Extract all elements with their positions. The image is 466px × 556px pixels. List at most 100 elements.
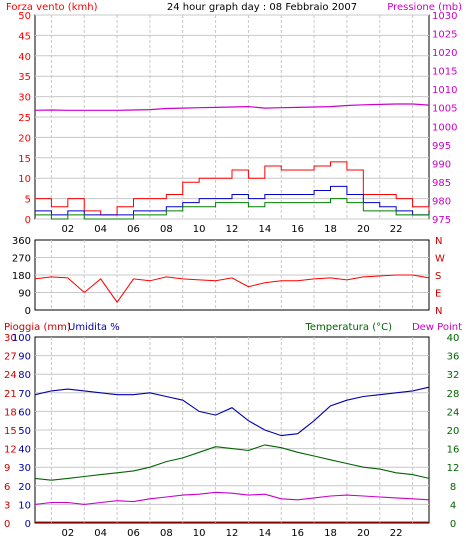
temperature-tick-label: 24: [447, 407, 460, 418]
wind-tick-label: 45: [18, 31, 31, 42]
x-tick-label: 16: [291, 528, 304, 539]
wind-tick-label: 5: [25, 195, 31, 206]
direction-left-axis: 0 90 180 270 360: [12, 236, 31, 317]
rain-tick-label: 24: [4, 370, 17, 381]
panel-wind-series: [34, 103, 430, 220]
x-tick-label: 06: [127, 528, 140, 539]
humidity-tick-label: 100: [12, 333, 31, 344]
x-tick-label: 18: [324, 528, 337, 539]
humidity-tick-label: 90: [18, 352, 31, 363]
temperature-tick-label: 40: [447, 333, 460, 344]
humidity-axis: 0 10 20 30 40 50 60 70 80 90 100: [12, 333, 31, 530]
humidity-tick-label: 10: [18, 500, 31, 511]
humidity-tick-label: 0: [25, 519, 31, 530]
x-tick-label: 18: [324, 224, 337, 235]
rain-tick-label: 30: [4, 333, 17, 344]
humidity-tick-label: 30: [18, 463, 31, 474]
pressure-tick-label: 1025: [432, 30, 457, 41]
wind-tick-label: 50: [18, 11, 31, 22]
series-wind: [35, 161, 430, 216]
x-tick-label: 14: [258, 224, 271, 235]
rain-tick-label: 18: [4, 407, 17, 418]
x-tick-label: 12: [226, 224, 239, 235]
x-tick-label: 04: [94, 528, 107, 539]
pressure-axis-label: Pressione (mb): [387, 2, 462, 13]
series-pressure: [34, 103, 430, 111]
pressure-tick-label: 1000: [432, 122, 457, 133]
temperature-tick-label: 4: [450, 500, 456, 511]
humidity-tick-label: 60: [18, 407, 31, 418]
rain-tick-label: 15: [4, 426, 17, 437]
rain-axis: 0 3 6 9 12 15 18 21 24 27 30: [4, 333, 17, 530]
x-tick-label: 08: [160, 528, 173, 539]
x-tick-label: 08: [160, 224, 173, 235]
wind-tick-label: 15: [18, 154, 31, 165]
humidity-tick-label: 50: [18, 426, 31, 437]
x-tick-label: 20: [357, 224, 370, 235]
rain-tick-label: 6: [4, 482, 10, 493]
x-tick-label: 10: [193, 224, 206, 235]
humidity-tick-label: 40: [18, 445, 31, 456]
temperature-tick-label: 36: [447, 352, 460, 363]
chart-title: 24 hour graph day : 08 Febbraio 2007: [167, 2, 357, 13]
rain-tick-label: 9: [4, 463, 10, 474]
pressure-tick-label: 1030: [432, 11, 457, 22]
compass-tick-label: S: [435, 271, 441, 282]
rain-tick-label: 3: [4, 500, 10, 511]
pressure-tick-label: 1015: [432, 67, 457, 78]
wind-tick-label: 10: [18, 174, 31, 185]
rain-tick-label: 0: [4, 519, 10, 530]
compass-tick-label: N: [435, 236, 442, 247]
x-tick-label: 10: [193, 528, 206, 539]
wind-tick-label: 0: [25, 215, 31, 226]
wind-x-axis: 02 04 06 08 10 12 14 16 18 20 22: [61, 224, 402, 235]
series-gust: [35, 185, 429, 216]
x-tick-label: 22: [390, 224, 403, 235]
pressure-tick-label: 975: [432, 215, 451, 226]
pressure-tick-label: 980: [432, 196, 451, 207]
x-tick-label: 04: [94, 224, 107, 235]
temperature-tick-label: 16: [447, 445, 460, 456]
temperature-tick-label: 20: [447, 426, 460, 437]
temperature-tick-label: 8: [450, 482, 456, 493]
x-tick-label: 02: [61, 528, 74, 539]
pressure-tick-label: 1005: [432, 104, 457, 115]
direction-tick-label: 0: [25, 306, 31, 317]
temperature-tick-label: 0: [450, 519, 456, 530]
direction-tick-label: 270: [12, 254, 31, 265]
x-tick-label: 16: [291, 224, 304, 235]
temperature-tick-label: 28: [447, 389, 460, 400]
rain-tick-label: 27: [4, 352, 17, 363]
humidity-tick-label: 70: [18, 389, 31, 400]
pressure-tick-label: 985: [432, 178, 451, 189]
wind-tick-label: 20: [18, 133, 31, 144]
direction-tick-label: 360: [12, 236, 31, 247]
x-tick-label: 14: [258, 528, 271, 539]
wind-tick-label: 30: [18, 93, 31, 104]
series-temperature: [34, 444, 430, 481]
compass-tick-label: N: [435, 306, 442, 317]
pressure-tick-label: 990: [432, 159, 451, 170]
panel-humidity-series: [34, 386, 430, 523]
x-tick-label: 02: [61, 224, 74, 235]
panel-direction-series: [34, 274, 430, 304]
compass-tick-label: W: [435, 254, 445, 265]
dewpoint-axis-label: Dew Point: [412, 322, 462, 333]
compass-tick-label: E: [435, 289, 441, 300]
pressure-tick-label: 1010: [432, 85, 457, 96]
wind-tick-label: 40: [18, 52, 31, 63]
humidity-x-axis: 02 04 06 08 10 12 14 16 18 20 22: [61, 528, 402, 539]
x-tick-label: 20: [357, 528, 370, 539]
direction-tick-label: 90: [18, 289, 31, 300]
series-direction: [34, 274, 430, 304]
x-tick-label: 12: [226, 528, 239, 539]
series-humidity: [34, 386, 430, 437]
rain-tick-label: 21: [4, 389, 17, 400]
wind-axis-label: Forza vento (kmh): [6, 2, 98, 13]
rain-tick-label: 12: [4, 445, 17, 456]
